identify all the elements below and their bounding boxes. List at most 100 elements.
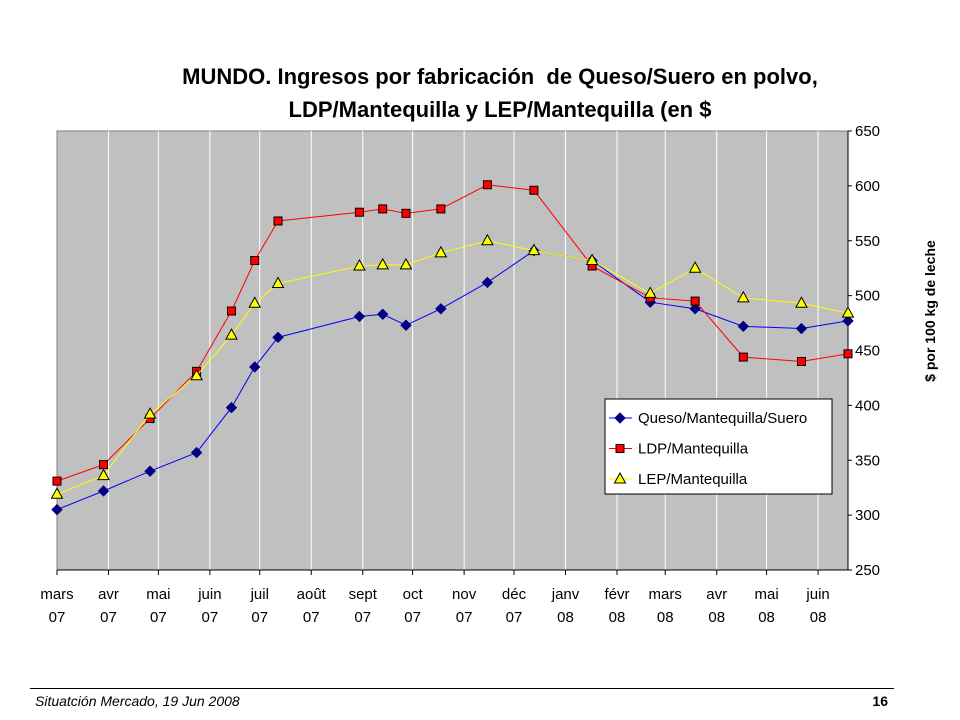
x-tick-label-line: 07 <box>404 609 421 626</box>
data-point-marker <box>354 207 364 217</box>
data-point-marker <box>585 253 599 266</box>
data-point-marker <box>272 331 284 344</box>
x-tick-label-line: juil <box>250 586 269 603</box>
x-tick-label-line: avr <box>98 586 119 603</box>
x-tick-label-line: sept <box>349 586 378 603</box>
x-tick-label-line: 08 <box>609 609 626 626</box>
data-point-marker <box>376 308 389 320</box>
data-point-marker <box>225 401 238 414</box>
data-point-marker <box>481 233 494 246</box>
page-number: 16 <box>872 693 888 709</box>
data-point-marker <box>436 204 446 214</box>
data-point-marker <box>434 245 448 258</box>
x-tick-label: août 07 <box>297 586 327 626</box>
x-tick-label-line: 08 <box>810 609 827 626</box>
data-point-marker <box>144 465 156 477</box>
x-tick-label-line: 07 <box>251 609 268 626</box>
data-point-marker <box>529 185 539 195</box>
x-tick-label: mars 08 <box>649 586 682 626</box>
x-tick-label: mai 07 <box>146 586 170 626</box>
legend-box <box>604 398 833 495</box>
y-tick-label: 550 <box>855 233 880 250</box>
x-tick-label: avr 07 <box>98 586 119 626</box>
data-point-marker <box>190 368 203 381</box>
data-point-marker <box>401 208 411 218</box>
data-point-marker <box>97 468 110 481</box>
x-tick-label-line: mars <box>40 586 73 603</box>
x-tick-label-line: mai <box>754 586 778 603</box>
plot-area <box>56 130 849 571</box>
data-point-marker <box>143 407 157 419</box>
x-tick-label: mai 08 <box>754 586 778 626</box>
data-point-marker <box>481 276 494 289</box>
legend-label: LDP/Mantequilla <box>638 441 749 458</box>
x-tick-label-line: mars <box>649 586 682 603</box>
data-point-marker <box>795 322 808 335</box>
footer-source: Situatción Mercado, 19 Jun 2008 <box>35 693 240 709</box>
x-tick-label-line: 07 <box>456 609 473 626</box>
data-point-marker <box>690 296 700 306</box>
x-tick-label-line: déc <box>502 586 527 603</box>
x-tick-label: juin 07 <box>197 586 221 626</box>
plot-group <box>56 130 849 571</box>
data-point-marker <box>689 303 701 315</box>
x-tick-label-line: 07 <box>506 609 523 626</box>
data-point-marker <box>225 328 238 340</box>
x-tick-label-line: 08 <box>708 609 725 626</box>
y-tick-label: 450 <box>855 343 880 360</box>
data-point-marker <box>353 310 366 323</box>
data-point-marker <box>400 319 412 331</box>
data-point-marker <box>273 216 283 226</box>
x-tick-label-line: nov <box>452 586 477 603</box>
data-point-marker <box>248 296 262 308</box>
x-tick-label-line: mai <box>146 586 170 603</box>
x-tick-label-line: juin <box>805 586 829 603</box>
x-tick-label: janv 08 <box>551 586 580 626</box>
x-tick-label: févr 08 <box>605 586 630 626</box>
data-point-marker <box>353 258 366 271</box>
data-point-marker <box>841 306 855 318</box>
x-tick-label: mars 07 <box>40 586 73 626</box>
x-tick-label-line: 08 <box>657 609 674 626</box>
x-tick-label: juin 08 <box>805 586 829 626</box>
data-point-marker <box>378 204 388 214</box>
data-point-marker <box>376 257 390 270</box>
x-tick-label: juil 07 <box>250 586 269 626</box>
y-tick-label: 400 <box>855 397 880 414</box>
data-point-marker <box>51 503 63 516</box>
y-tick-label: 500 <box>855 288 880 305</box>
data-point-marker <box>50 487 64 499</box>
x-tick-label-line: 08 <box>557 609 574 626</box>
data-point-marker <box>435 303 447 315</box>
x-tick-label-line: juin <box>197 586 221 603</box>
x-tick-label-line: août <box>297 586 327 603</box>
data-point-marker <box>795 296 808 308</box>
y-tick-label: 300 <box>855 507 880 524</box>
data-point-marker <box>250 256 260 266</box>
data-point-marker <box>271 276 285 289</box>
x-tick-label: déc 07 <box>502 586 527 626</box>
x-tick-label-line: 07 <box>354 609 371 626</box>
data-point-marker <box>52 476 62 486</box>
data-point-marker <box>190 446 203 459</box>
legend-label: LEP/Mantequilla <box>638 471 748 488</box>
x-tick-label: avr 08 <box>706 586 727 626</box>
data-point-marker <box>482 180 492 190</box>
x-tick-label: sept 07 <box>349 586 378 626</box>
x-tick-label-line: 07 <box>49 609 66 626</box>
data-point-marker <box>738 352 748 362</box>
footer-divider <box>30 688 894 689</box>
y-tick-label: 600 <box>855 178 880 195</box>
x-tick-label-line: 07 <box>202 609 219 626</box>
legend-item: LDP/Mantequilla <box>609 441 749 458</box>
data-point-marker <box>249 361 261 373</box>
x-tick-label-line: oct <box>403 586 424 603</box>
series-1-group <box>51 244 854 516</box>
data-point-marker <box>688 261 702 273</box>
data-point-marker <box>97 485 110 497</box>
y-tick-label: 350 <box>855 452 880 469</box>
data-point-marker <box>736 290 750 303</box>
x-tick-label-line: 07 <box>100 609 117 626</box>
x-tick-label-line: 08 <box>758 609 775 626</box>
